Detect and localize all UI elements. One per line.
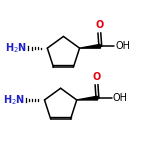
Text: O: O (95, 20, 104, 30)
Text: O: O (92, 72, 101, 82)
Text: H$_2$N: H$_2$N (3, 93, 25, 107)
Text: H$_2$N: H$_2$N (5, 41, 28, 55)
Polygon shape (80, 44, 100, 48)
Polygon shape (77, 96, 98, 100)
Text: OH: OH (112, 93, 128, 103)
Text: OH: OH (115, 41, 130, 51)
